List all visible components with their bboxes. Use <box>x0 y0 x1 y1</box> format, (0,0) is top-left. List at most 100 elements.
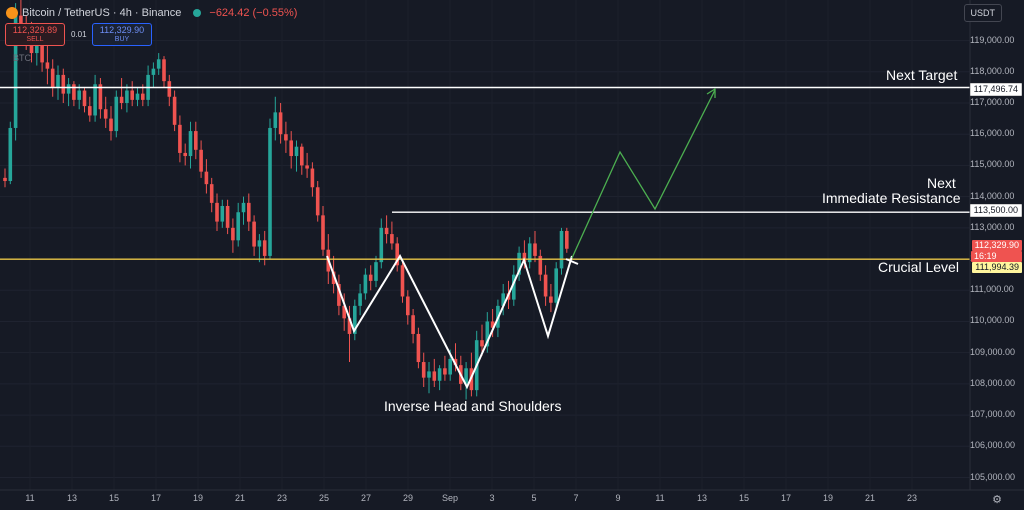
candle-body <box>342 305 346 319</box>
resistance-label-line1: Next <box>927 175 956 191</box>
candle-body <box>204 171 209 185</box>
time-tick-label: 19 <box>822 493 833 503</box>
candle-body <box>215 202 219 222</box>
candle-body <box>315 187 320 216</box>
current-price-tag: 112,329.90 <box>971 240 1022 251</box>
candle-body <box>61 74 66 94</box>
candle-body <box>353 305 357 334</box>
candle-body <box>501 293 505 306</box>
candle-body <box>331 271 336 285</box>
candle-body <box>19 15 23 25</box>
candle-body <box>443 368 447 375</box>
candle-body <box>347 318 352 334</box>
time-tick-label: 3 <box>489 493 495 503</box>
candle-body <box>337 284 341 306</box>
price-tick-label: 113,000.00 <box>970 221 1015 232</box>
sell-price: 112,329.89 <box>12 25 58 35</box>
price-tick-label: 106,000.00 <box>970 440 1016 451</box>
candle-body <box>103 109 108 119</box>
candle-body <box>162 59 166 82</box>
candle-body <box>464 368 468 384</box>
pattern-arrowhead <box>565 258 579 265</box>
candle-body <box>305 165 309 169</box>
time-tick-label: 5 <box>531 493 537 503</box>
candle-body <box>395 243 399 266</box>
candle-body <box>379 227 384 263</box>
time-tick-label: 17 <box>780 493 791 503</box>
time-tick-label: 25 <box>318 493 329 503</box>
candle-body <box>183 152 187 157</box>
time-tick-label: Sep <box>441 493 458 503</box>
candle-body <box>178 124 182 153</box>
candle-body <box>310 168 315 188</box>
symbol-title[interactable]: Bitcoin / TetherUS · 4h · Binance <box>22 7 182 19</box>
candle-body <box>66 84 71 94</box>
candle-body <box>384 227 389 235</box>
currency-button[interactable]: USDT <box>963 4 1002 22</box>
time-tick-label: 19 <box>192 493 203 503</box>
price-tick-label: 107,000.00 <box>970 409 1016 420</box>
candle-body <box>231 227 235 241</box>
candle-body <box>565 230 569 249</box>
candle-body <box>72 84 76 100</box>
gear-icon[interactable]: ⚙ <box>992 494 1002 506</box>
candle-body <box>3 177 7 182</box>
candle-body <box>35 40 39 54</box>
candle-body <box>554 268 558 303</box>
candle-body <box>400 265 405 297</box>
candle-body <box>8 127 13 182</box>
candle-body <box>93 84 97 116</box>
buy-button[interactable]: 112,329.90 BUY <box>92 23 152 46</box>
candle-body <box>437 368 442 381</box>
crucial-level-label: Crucial Level <box>878 259 959 275</box>
pattern-label: Inverse Head and Shoulders <box>384 398 562 414</box>
candle-body <box>40 40 44 63</box>
price-tick-label: 111,000.00 <box>970 284 1014 295</box>
levels <box>0 86 970 260</box>
candle-body <box>390 234 394 244</box>
next-target-price-tag: 117,496.74 <box>969 83 1022 96</box>
time-tick-label: 7 <box>573 493 579 503</box>
projection-path <box>571 89 716 259</box>
price-tick-label: 117,000.00 <box>970 96 1015 107</box>
candle-body <box>236 212 240 241</box>
candle-body <box>268 127 272 256</box>
candle-body <box>114 96 119 132</box>
candle-body <box>135 93 140 100</box>
candle-body <box>533 243 537 256</box>
candle-body <box>109 118 113 132</box>
candle-body <box>194 131 198 150</box>
sell-label: SELL <box>26 36 44 43</box>
candles <box>3 0 569 400</box>
candle-body <box>448 358 452 375</box>
candle-body <box>188 131 193 157</box>
candle-body <box>252 221 256 247</box>
candle-body <box>273 112 278 128</box>
candle-body <box>538 255 543 275</box>
price-tick-label: 114,000.00 <box>970 190 1015 201</box>
candle-body <box>98 84 103 110</box>
resistance-price-tag: 113,500.00 <box>969 204 1022 217</box>
symbol-header[interactable]: Bitcoin / TetherUS · 4h · Binance −624.4… <box>0 0 297 26</box>
candle-body <box>172 96 177 125</box>
candle-body <box>45 62 50 69</box>
time-tick-label: 15 <box>738 493 749 503</box>
candle-body <box>374 262 378 281</box>
candle-body <box>247 202 251 222</box>
spread: 0.01 <box>71 30 87 39</box>
resistance-label-line2: Immediate Resistance <box>822 190 961 206</box>
candle-body <box>151 68 156 75</box>
candle-body <box>480 340 484 347</box>
candle-body <box>13 15 18 128</box>
candle-body <box>119 96 124 103</box>
countdown-tag: 16:19 <box>971 251 1022 262</box>
time-tick-label: 27 <box>360 493 371 503</box>
time-tick-label: 9 <box>615 493 621 503</box>
candle-body <box>543 274 548 297</box>
sell-button[interactable]: 112,329.89 SELL <box>5 23 65 46</box>
candle-body <box>167 81 172 97</box>
candle-body <box>284 134 288 141</box>
candle-body <box>289 140 293 157</box>
